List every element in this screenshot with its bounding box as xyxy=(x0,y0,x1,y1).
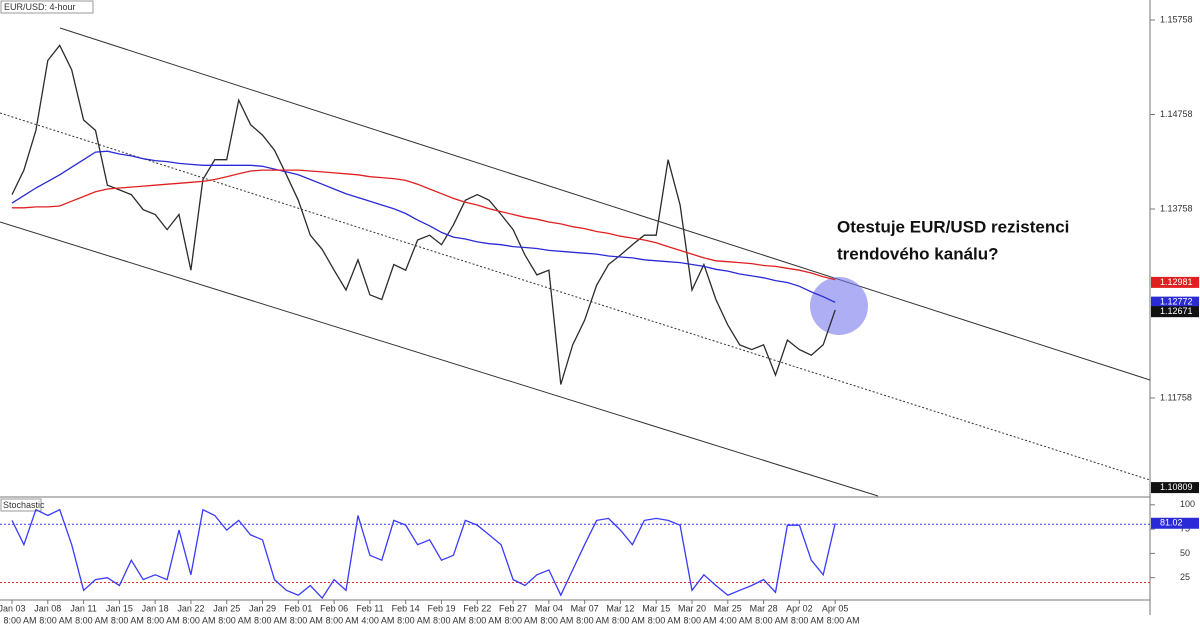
x-time-label: 8:00 AM xyxy=(111,615,144,625)
x-tick-label: Mar 12 xyxy=(606,603,634,613)
annotation: trendového kanálu? xyxy=(837,244,999,263)
channel-middle xyxy=(0,112,1151,481)
x-tick-label: Apr 02 xyxy=(786,603,813,613)
x-tick-label: Mar 28 xyxy=(750,603,778,613)
x-tick-label: Mar 07 xyxy=(571,603,599,613)
x-time-label: 8:00 AM xyxy=(326,615,359,625)
channel-lower xyxy=(0,221,879,497)
series-line xyxy=(11,508,836,600)
channel-upper xyxy=(59,27,1151,381)
x-tick-label: Feb 27 xyxy=(499,603,527,613)
price-tag xyxy=(1151,296,1199,308)
x-time-label: 8:00 AM xyxy=(75,615,108,625)
y-tick-label: 1.15758 xyxy=(1160,14,1193,24)
x-time-label: 8:00 AM xyxy=(576,615,609,625)
x-tick-label: Jan 22 xyxy=(177,603,204,613)
series-line xyxy=(11,44,836,385)
price-tag xyxy=(1151,276,1199,288)
annotation: Otestuje EUR/USD rezistenci xyxy=(837,217,1069,236)
series-line xyxy=(11,150,836,303)
x-time-label: 8:00 AM xyxy=(827,615,860,625)
x-time-label: 8:00 AM xyxy=(290,615,323,625)
x-tick-label: Jan 03 xyxy=(0,603,26,613)
x-tick-label: Mar 04 xyxy=(535,603,563,613)
y-tick-label: 1.14758 xyxy=(1160,109,1193,119)
x-tick-label: Mar 20 xyxy=(678,603,706,613)
chart-title: EUR/USD: 4-hour xyxy=(4,2,76,12)
x-tick-label: Mar 15 xyxy=(642,603,670,613)
x-time-label: 8:00 AM xyxy=(791,615,824,625)
price-tag-label: 1.10809 xyxy=(1160,482,1193,492)
x-time-label: 8:00 AM xyxy=(683,615,716,625)
x-tick-label: Feb 19 xyxy=(427,603,455,613)
x-tick-label: Feb 11 xyxy=(356,603,383,613)
x-time-label: 8:00 AM xyxy=(612,615,645,625)
title-box xyxy=(0,0,94,14)
x-time-label: 4:00 AM xyxy=(719,615,752,625)
x-tick-label: Jan 29 xyxy=(249,603,276,613)
x-tick-label: Feb 22 xyxy=(463,603,491,613)
x-time-label: 8:00 AM xyxy=(397,615,430,625)
x-time-label: 8:00 AM xyxy=(182,615,215,625)
series-line xyxy=(12,169,836,281)
y-tick-label: 1.13758 xyxy=(1160,203,1193,213)
x-tick-label: Jan 08 xyxy=(34,603,61,613)
price-tag xyxy=(1151,482,1199,494)
highlight-circle xyxy=(810,277,868,335)
x-tick-label: Jan 11 xyxy=(70,603,96,613)
x-time-label: 8:00 AM xyxy=(147,615,180,625)
price-tag-label: 1.12671 xyxy=(1160,306,1193,316)
x-tick-label: Jan 15 xyxy=(106,603,133,613)
x-time-label: 8:00 AM xyxy=(540,615,573,625)
x-tick-label: Jan 18 xyxy=(142,603,169,613)
x-time-label: 8:00 AM xyxy=(505,615,538,625)
x-tick-label: Feb 01 xyxy=(284,603,312,613)
price-tag-label: 81.02 xyxy=(1160,518,1183,528)
x-time-label: 8:00 AM xyxy=(39,615,72,625)
x-time-label: 8:00 AM xyxy=(469,615,502,625)
x-time-label: 8:00 AM xyxy=(755,615,788,625)
x-tick-label: Mar 25 xyxy=(714,603,742,613)
x-time-label: 8:00 AM xyxy=(218,615,251,625)
price-tag xyxy=(1151,517,1199,529)
price-tag-label: 1.12772 xyxy=(1160,297,1193,307)
y-tick-label: 50 xyxy=(1180,548,1190,558)
x-time-label: 8:00 AM xyxy=(648,615,681,625)
price-tag xyxy=(1151,306,1199,318)
x-time-label: 8:00 AM xyxy=(254,615,287,625)
x-tick-label: Feb 14 xyxy=(392,603,420,613)
panel-title-box xyxy=(0,498,42,512)
x-time-label: 8:00 AM xyxy=(433,615,466,625)
y-tick-label: 1.11758 xyxy=(1160,392,1192,402)
y-tick-label: 25 xyxy=(1180,572,1190,582)
x-tick-label: Feb 06 xyxy=(320,603,348,613)
panel-title: Stochastic xyxy=(3,500,45,510)
x-time-label: 4:00 AM xyxy=(361,615,394,625)
x-tick-label: Apr 05 xyxy=(822,603,849,613)
price-tag-label: 1.12981 xyxy=(1160,277,1193,287)
x-tick-label: Jan 25 xyxy=(213,603,240,613)
y-tick-label: 100 xyxy=(1180,499,1195,509)
x-time-label: 8:00 AM xyxy=(3,615,36,625)
